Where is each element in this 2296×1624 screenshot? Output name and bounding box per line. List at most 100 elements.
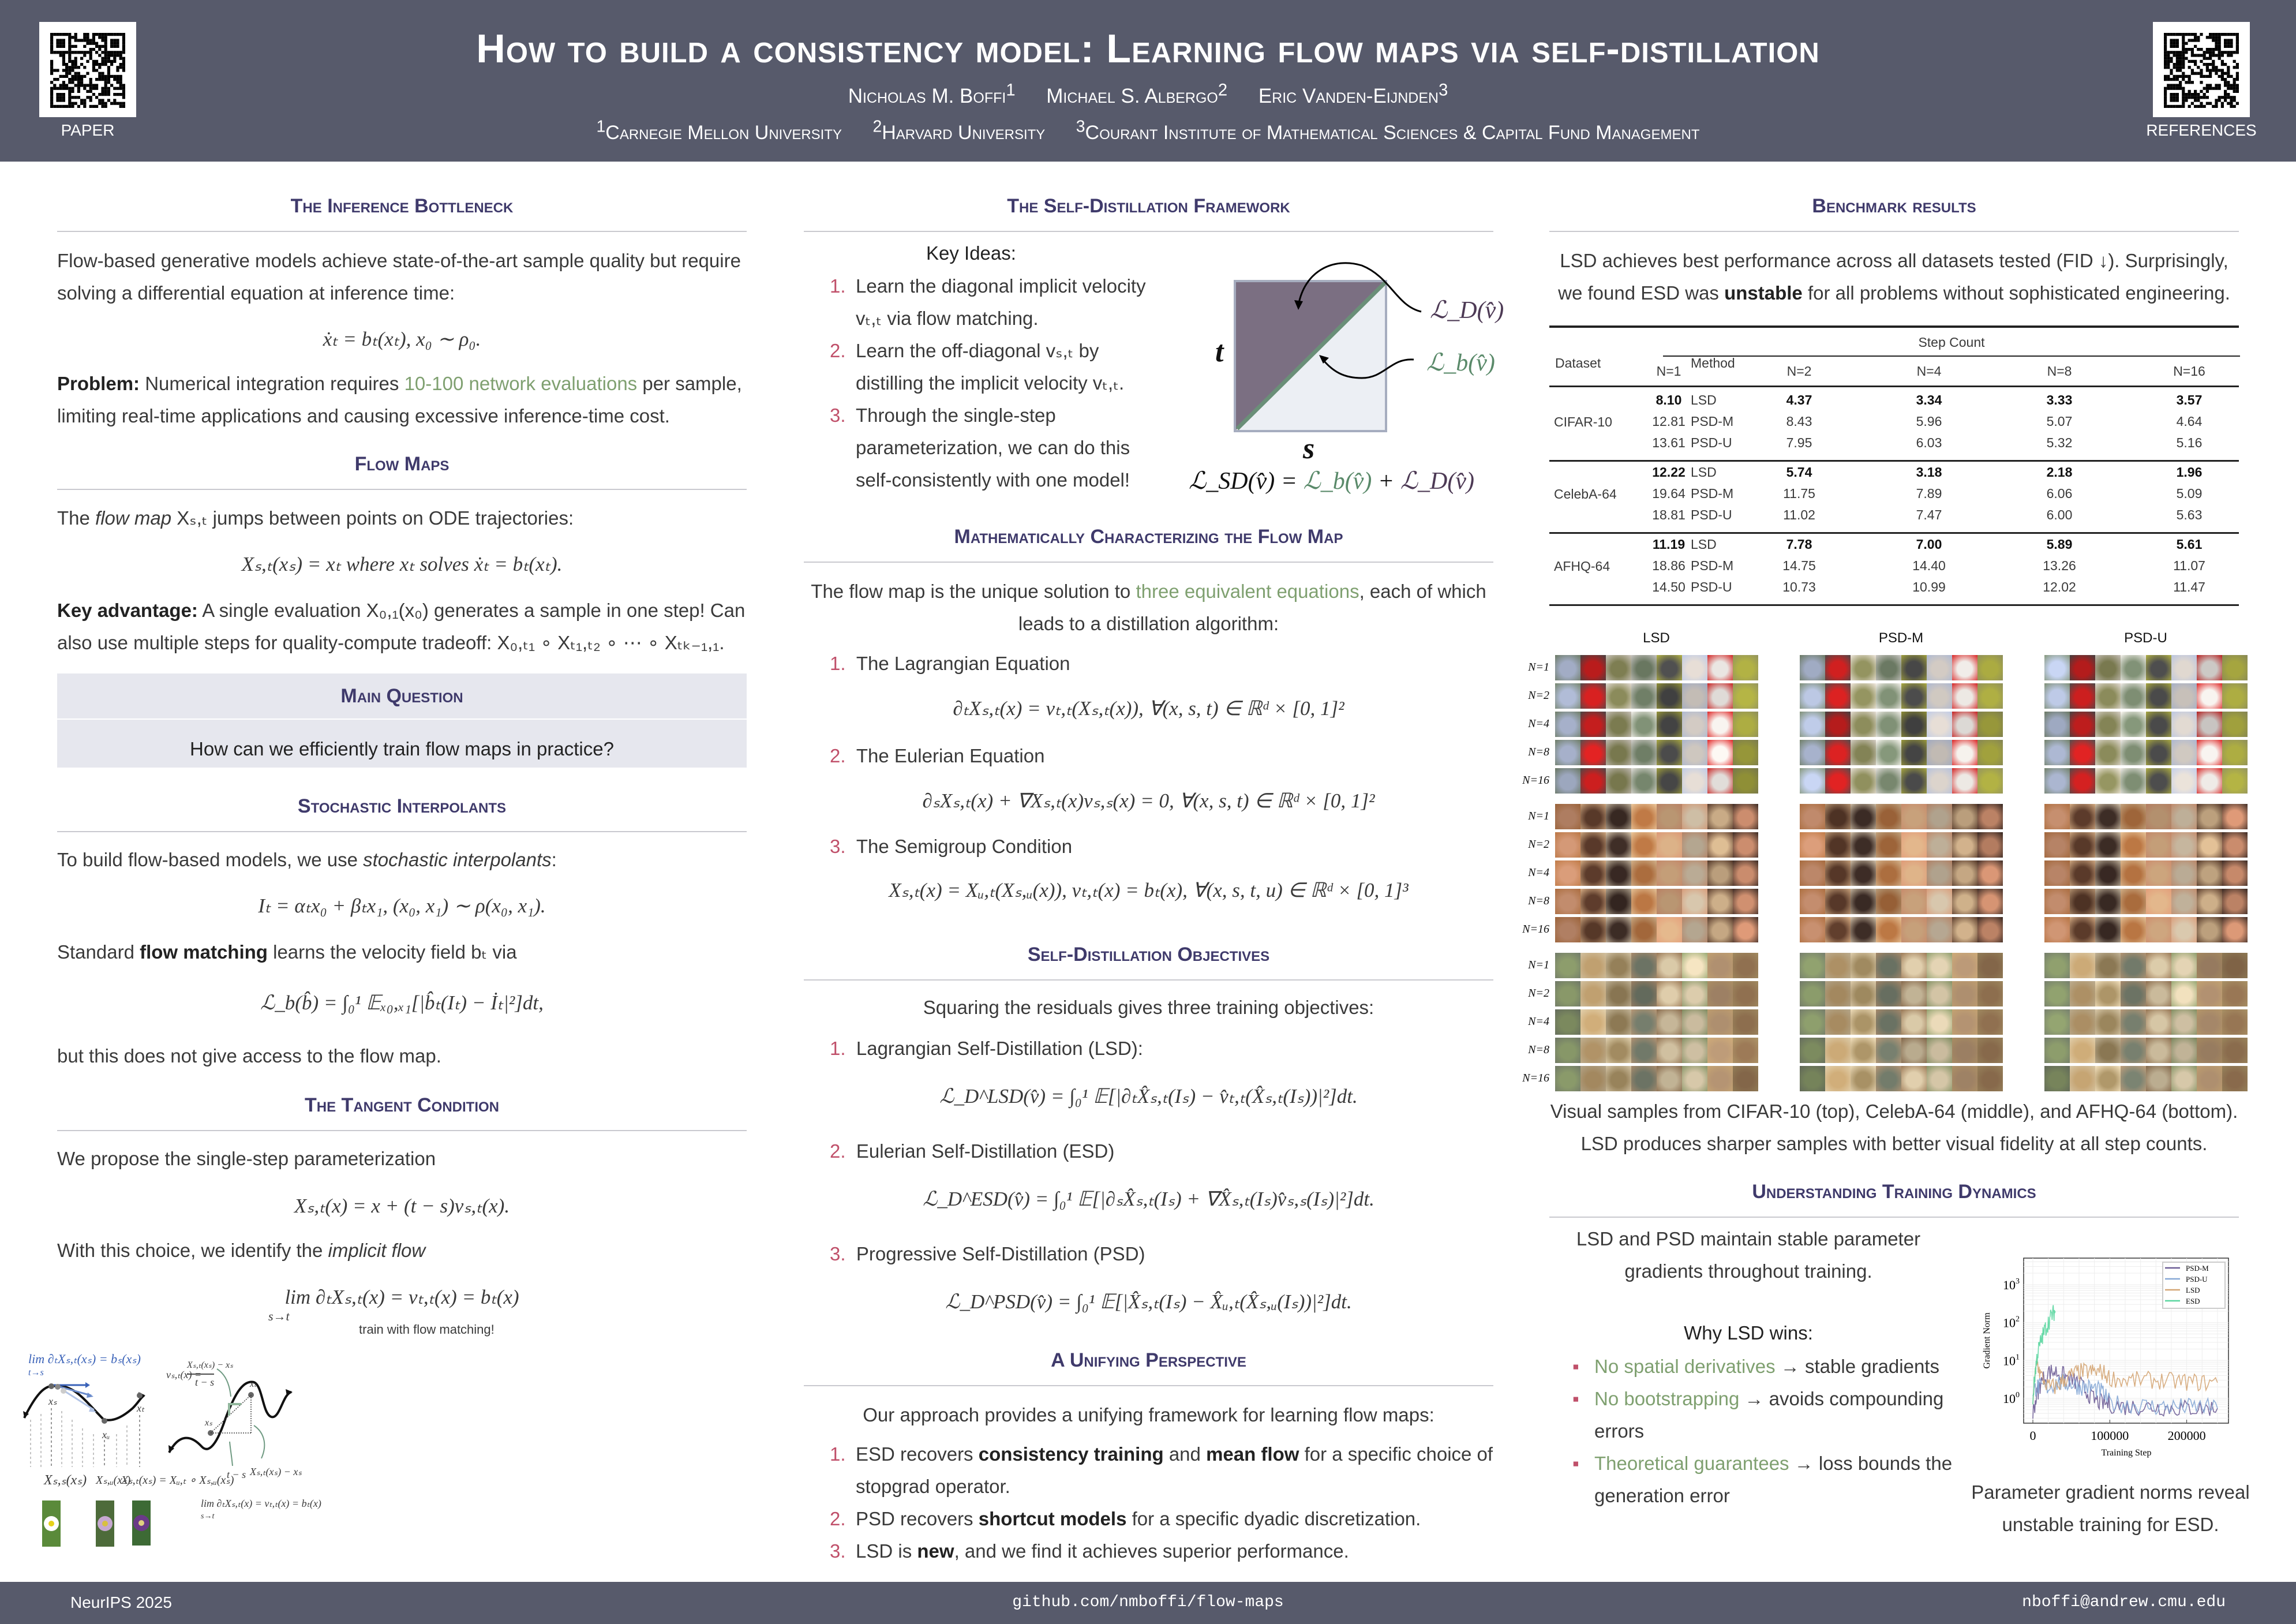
sample-image [2197,655,2222,680]
sample-image [1631,655,1657,680]
table-cell: 7.89 [1916,486,1942,501]
table-row: PSD-U 18.81 11.02 7.47 6.00 5.63 [1549,507,2239,529]
sample-image [1631,917,1657,942]
equation-psd: ℒ_D^PSD(v̂) = ∫₀¹ 𝔼[|X̂ₛ,ₜ(Iₛ) − X̂ᵤ,ₜ(X… [945,1290,1352,1313]
sample-image [1555,712,1580,737]
benchmark-table: Dataset Method Step Count N=1 N=2 N=4 N=8 N=16 C… [1549,322,2240,606]
sample-image [1682,981,1707,1006]
table-cell: 7.47 [1916,507,1942,522]
sample-image [2222,917,2248,942]
sample-image [2146,981,2171,1006]
sample-image [1927,768,1952,794]
header-step: N=2 [1786,364,1812,379]
label-xs: xₛ [48,1395,57,1407]
sample-image [1707,804,1733,829]
row-label: N=16 [1522,1072,1549,1084]
sample-image [1927,953,1952,978]
sample-image [1733,889,1758,914]
sample-image [1555,981,1580,1006]
table-cell: 5.63 [2176,507,2203,522]
sample-image [2121,917,2146,942]
sample-image [1825,889,1851,914]
sample-image [2044,1009,2070,1035]
sample-image [2095,712,2121,737]
references-qr-label: REFERENCES [2146,121,2257,139]
row-label: N=4 [1528,717,1549,730]
sample-image [1733,832,1758,858]
sample-image [1851,740,1876,765]
header-method: Method [1691,356,1735,371]
list-item: 2. Learn the off-diagonal vₛ,ₜ by distill… [830,340,1125,394]
paragraph-key-advantage: Key advantage: A single evaluation X₀,₁(… [57,600,746,653]
sample-image [2070,832,2095,858]
venue: NeurIPS 2025 [70,1593,172,1611]
sample-image [2222,832,2248,858]
sample-image [2044,1066,2070,1091]
sample-image [1707,1038,1733,1063]
sample-image [1682,655,1707,680]
row-label: N=1 [1528,661,1549,673]
sample-image [1851,860,1876,886]
sample-image [1825,953,1851,978]
poster-footer: NeurIPS 2025 github.com/nmboffi/flow-map… [0,1582,2296,1624]
table-cell: 14.50 [1652,579,1686,594]
email-link[interactable]: nboffi@andrew.cmu.edu [2022,1593,2226,1611]
section-title-benchmark-results: Benchmark results [1812,195,1976,217]
sample-image [1733,860,1758,886]
sample-image [1825,804,1851,829]
sample-image [1682,860,1707,886]
paragraph-problem: Problem: Numerical integration requires … [57,373,742,426]
sample-image [1901,804,1927,829]
sample-image [2121,981,2146,1006]
table-cell: 14.40 [1912,558,1946,573]
legend-entry: PSD-U [2186,1275,2208,1284]
sample-image [2222,804,2248,829]
table-row: PSD-U 14.50 10.73 10.99 12.02 11.47 [1549,579,2239,601]
paper-qr-code[interactable] [39,22,136,117]
sample-image [1901,889,1927,914]
sample-image [2146,889,2171,914]
equation-total-loss: ℒ_SD(v̂) = ℒ_b(v̂) + ℒ_D(v̂) [1189,468,1474,495]
references-qr-code[interactable] [2153,22,2250,117]
list-item: 2. Eulerian Self-Distillation (ESD) [830,1140,1115,1162]
paragraph: LSD achieves best performance across all… [1558,250,2230,304]
x-tick-label: 200000 [2168,1428,2206,1443]
label-displacement: Xₛ,ₜ(xₛ) − xₛ [250,1466,302,1477]
paragraph: Squaring the residuals gives three train… [923,997,1374,1018]
sample-image [1952,981,1977,1006]
sample-image [1851,712,1876,737]
sample-image [1733,804,1758,829]
row-label: N=8 [1528,895,1549,907]
table-cell: 5.74 [1786,465,1812,480]
sample-image [1707,953,1733,978]
sample-image [1800,768,1825,794]
sample-image [1657,768,1682,794]
divider [804,979,1493,981]
table-rule [1549,386,2239,387]
sample-image [1927,981,1952,1006]
sample-image [2197,953,2222,978]
sample-image [1657,860,1682,886]
sample-image [2222,889,2248,914]
sample-image [1733,655,1758,680]
sample-image [1631,804,1657,829]
sample-image [1682,1009,1707,1035]
table-cell: 5.96 [1916,414,1942,429]
sample-image [1952,740,1977,765]
y-tick-label: 102 [2003,1315,2020,1330]
header-dataset: Dataset [1555,356,1601,371]
sample-image [1707,832,1733,858]
sample-image [1977,740,2003,765]
label-Xsu: Xₛ,ᵤ(xₛ) [96,1474,131,1487]
sample-image [1682,712,1707,737]
sample-image [1707,860,1733,886]
sample-image [2146,860,2171,886]
table-cell: 12.02 [2043,579,2076,594]
sample-image [1825,683,1851,709]
sample-image [1800,740,1825,765]
sample-image [1876,981,1901,1006]
github-link[interactable]: github.com/nmboffi/flow-maps [1012,1593,1284,1611]
sample-image [1977,981,2003,1006]
sample-image [1631,889,1657,914]
sample-image [1733,1038,1758,1063]
